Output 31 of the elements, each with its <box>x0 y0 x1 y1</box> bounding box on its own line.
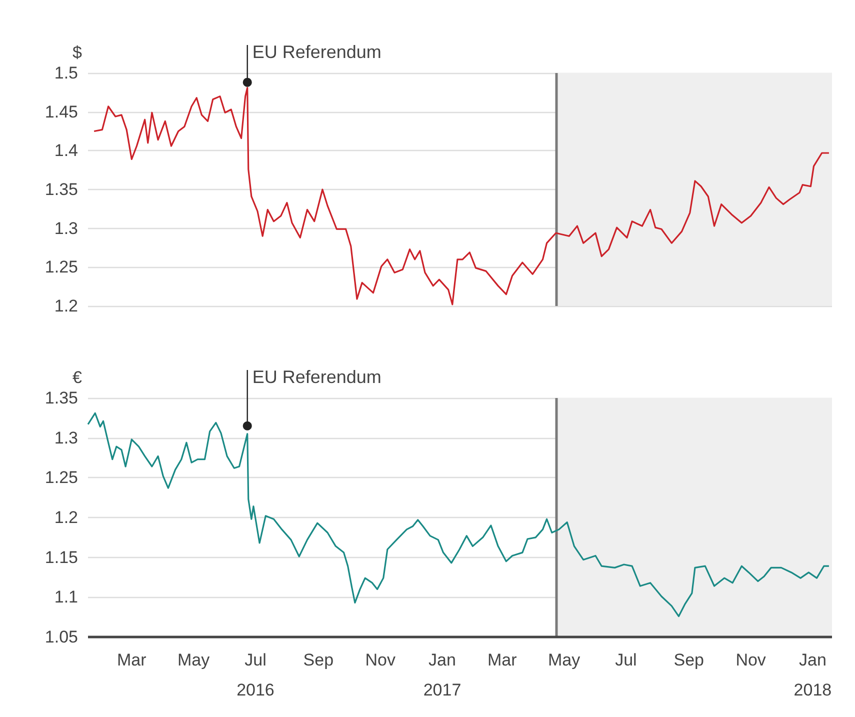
annotation: EU Referendum <box>252 367 382 387</box>
y-tick-label: 1.2 <box>54 508 78 527</box>
y-axis-title: $ <box>72 43 83 62</box>
x-tick-label: Jul <box>615 650 637 670</box>
y-tick-label: 1.35 <box>44 180 78 199</box>
y-tick-label: 1.45 <box>44 102 78 122</box>
x-tick-label: Nov <box>736 650 766 670</box>
x-tick-label: Mar <box>487 650 518 670</box>
y-tick-label: 1.15 <box>44 548 78 567</box>
x-tick-label: Sep <box>674 650 704 670</box>
y-tick-label: 1.25 <box>44 468 78 488</box>
x-tick-label: Jul 2016 <box>236 650 274 700</box>
x-tick-label: Sep <box>303 650 334 670</box>
y-tick-label: 1.05 <box>44 628 78 646</box>
y-tick-label: 1.1 <box>54 588 78 607</box>
y-tick-label: 1.25 <box>44 258 78 277</box>
x-tick-label: May <box>178 650 210 670</box>
x-tick-label: May <box>548 650 581 670</box>
x-tick-label: Mar <box>117 650 147 670</box>
y-axis-title: € <box>72 368 83 387</box>
y-tick-label: 1.4 <box>54 141 78 160</box>
annotation: EU Referendum <box>252 42 382 62</box>
y-tick-label: 1.3 <box>54 428 78 448</box>
y-tick-label: 1.3 <box>54 218 78 238</box>
line-series <box>87 412 830 618</box>
y-tick-label: 1.35 <box>44 388 78 408</box>
y-tick-label: 1.5 <box>54 64 78 82</box>
x-tick-label: Nov <box>365 650 396 670</box>
x-tick-label: Jan 2018 <box>794 650 832 700</box>
x-tick-label: Jan 2017 <box>423 650 462 700</box>
y-tick-label: 1.2 <box>54 296 78 316</box>
